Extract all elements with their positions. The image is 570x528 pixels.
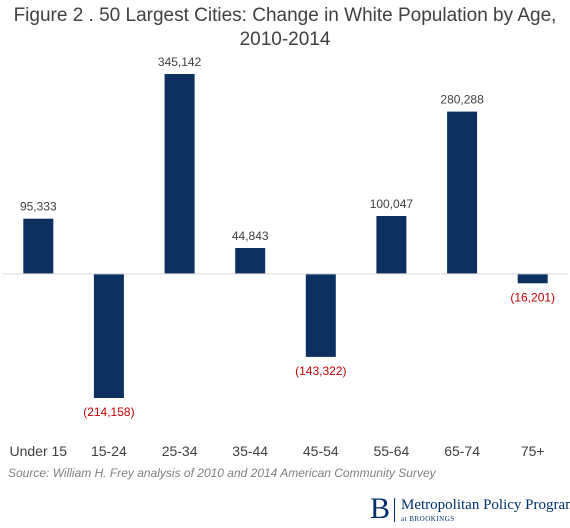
data-label: 95,333 [20,200,57,214]
bar-15-24 [93,273,124,398]
logo-subtitle: at BROOKINGS [401,515,455,523]
x-tick-label: 35-44 [232,443,268,459]
data-label: 44,843 [232,229,269,243]
bar-75- [517,273,548,284]
chart-title-line-1: Figure 2 . 50 Largest Cities: Change in … [13,5,557,26]
x-tick-label: 55-64 [373,443,409,459]
bar-45-54 [305,273,336,357]
data-label: (16,201) [510,290,555,304]
data-label: (214,158) [83,405,134,419]
chart-title: Figure 2 . 50 Largest Cities: Change in … [0,4,570,52]
bar-35-44 [235,248,266,274]
chart-title-line-2: 2010-2014 [239,29,331,50]
bar-55-64 [376,216,407,274]
bar-under-15 [23,218,54,274]
bar-65-74 [447,111,478,274]
logo-divider [394,498,395,522]
bar-chart: 95,333 Under 15 (214,158) 15-24 345,142 25-34… [3,55,568,459]
data-label: 345,142 [158,55,202,69]
x-tick-label: 65-74 [444,443,480,459]
x-tick-label: 75+ [521,443,545,459]
bar-25-34 [164,74,195,274]
data-label: (143,322) [295,364,346,378]
x-tick-label: Under 15 [10,443,68,459]
x-tick-label: 25-34 [162,443,198,459]
x-tick-label: 15-24 [91,443,127,459]
logo-program-name: Metropolitan Policy Program [401,497,570,513]
brookings-logo-mark: B [370,492,391,525]
brookings-logo: B Metropolitan Policy Program at BROOKIN… [370,492,570,525]
source-note: Source: William H. Frey analysis of 2010… [8,466,436,480]
data-label: 280,288 [440,93,484,107]
data-label: 100,047 [370,197,414,211]
x-tick-label: 45-54 [303,443,339,459]
